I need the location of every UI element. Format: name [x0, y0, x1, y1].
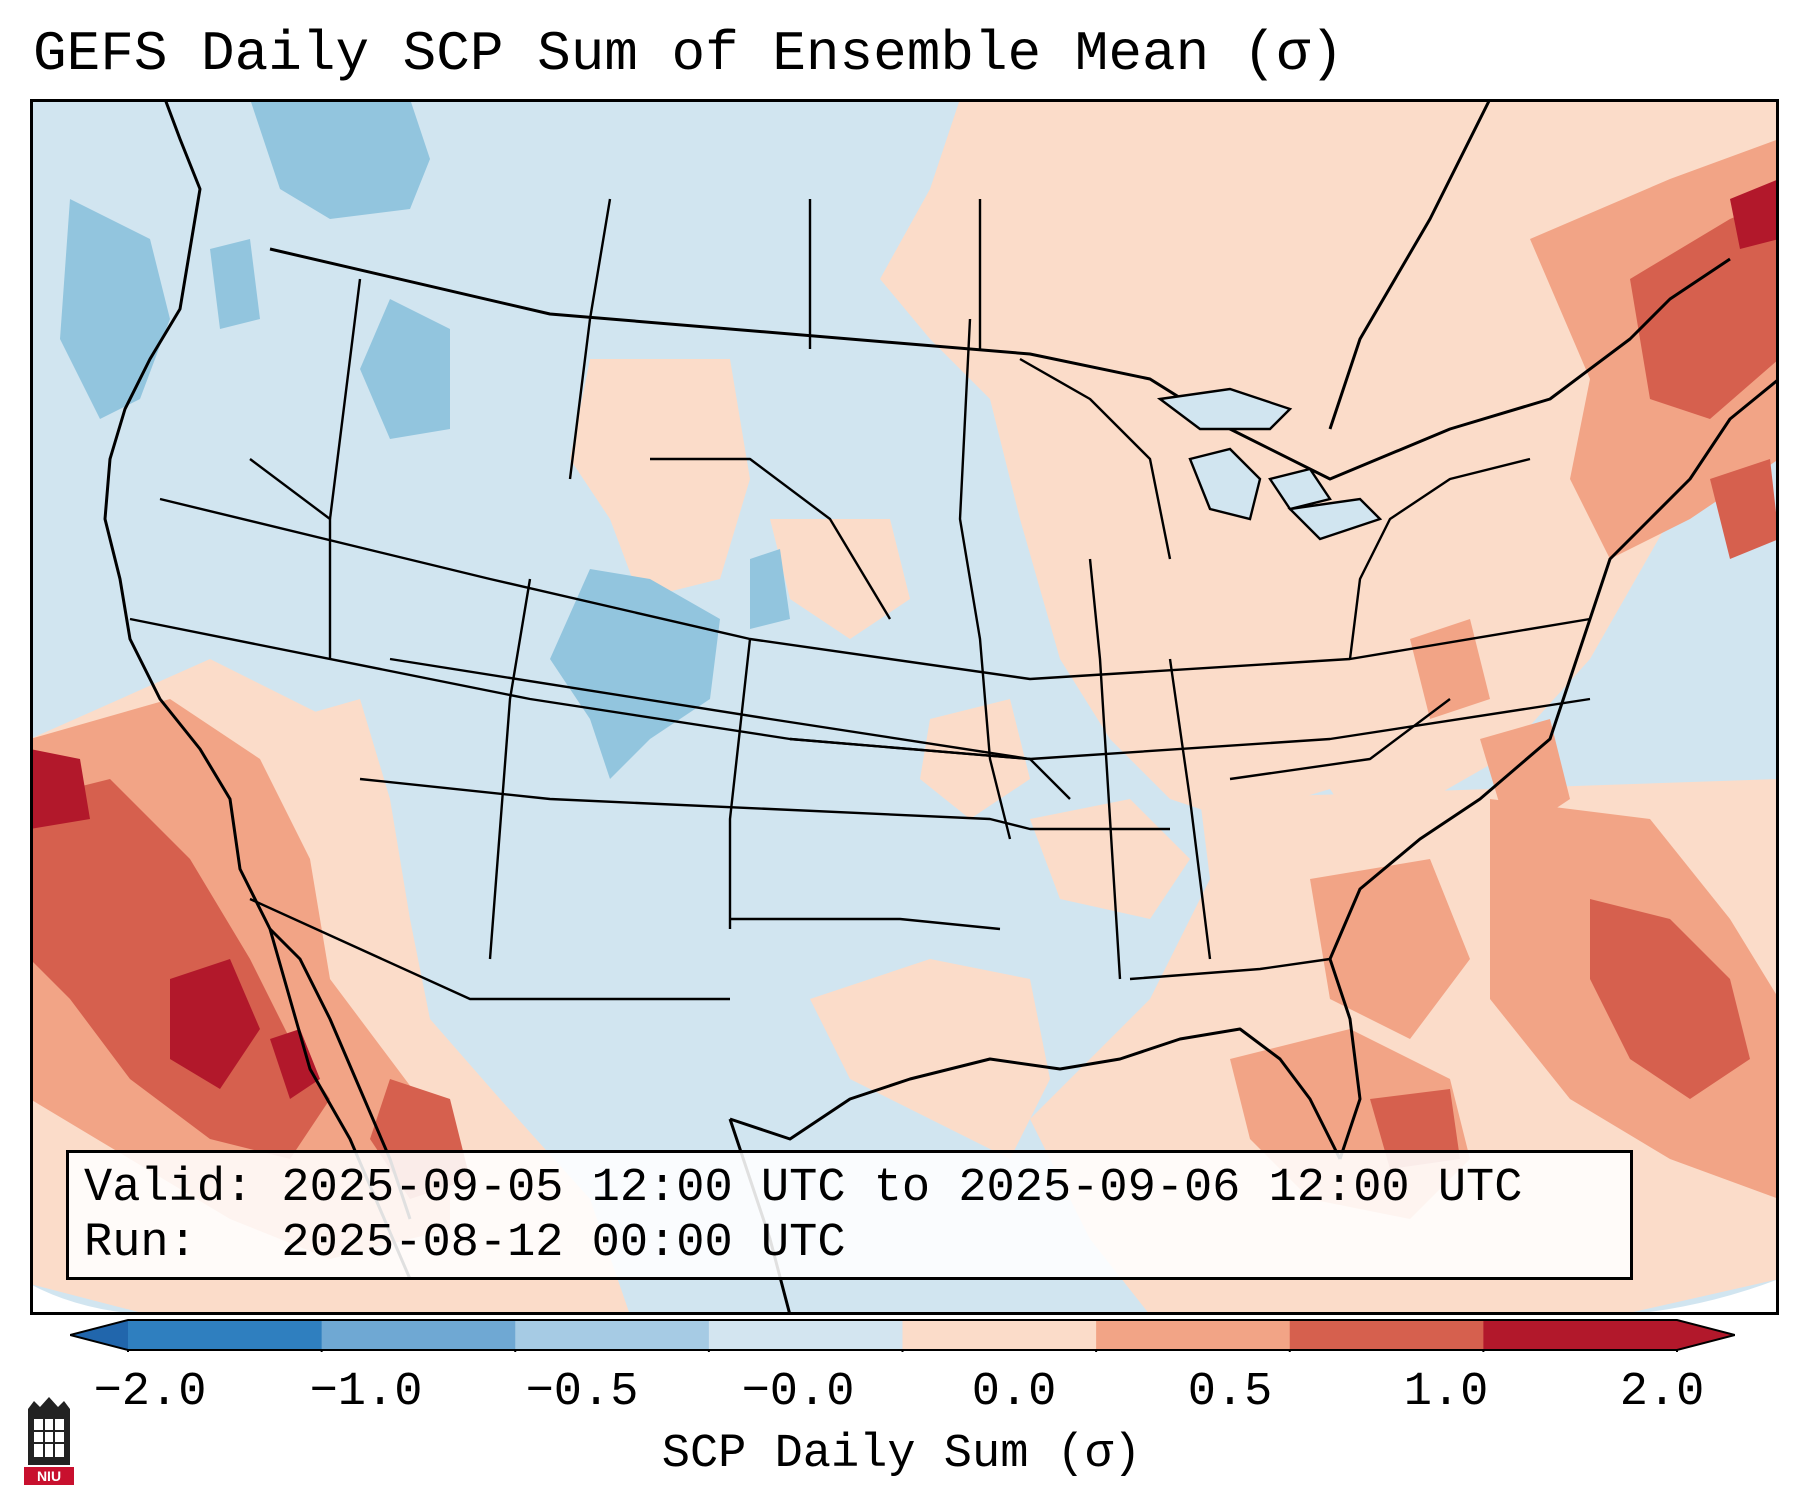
colorbar-label: SCP Daily Sum (σ)	[661, 1428, 1142, 1481]
colorbar-bin	[902, 1320, 1097, 1350]
colorbar-bin	[1096, 1320, 1291, 1350]
colorbar-tick-label: 0.0	[971, 1366, 1057, 1419]
coastlines	[103, 99, 1779, 1315]
map-canvas	[30, 99, 1779, 1315]
colorbar-bin	[1289, 1320, 1484, 1350]
chart-title: GEFS Daily SCP Sum of Ensemble Mean (σ)	[33, 22, 1344, 86]
anomaly-darkest-red	[30, 179, 1779, 1099]
state-lines	[129, 198, 1591, 1001]
colorbar-bin	[1483, 1320, 1678, 1350]
colorbar-extend-high	[1677, 1320, 1735, 1350]
colorbar-tick-label: −0.0	[741, 1366, 855, 1419]
niu-logo-icon: NIU	[24, 1397, 74, 1485]
colorbar-tick-label: −2.0	[93, 1366, 207, 1419]
colorbar-bin	[708, 1320, 903, 1350]
colorbar-bin	[321, 1320, 516, 1350]
gulf-coast	[729, 1027, 1342, 1160]
colorbar-bin	[128, 1320, 323, 1350]
colorbar-bin	[515, 1320, 710, 1350]
canada-us-border	[269, 247, 1731, 481]
map-panel	[30, 99, 1779, 1315]
niu-logo-text: NIU	[37, 1468, 61, 1484]
anomaly-light-blue	[60, 99, 790, 779]
colorbar-tick-label: 0.5	[1187, 1366, 1273, 1419]
west-coast	[103, 99, 412, 1280]
hudson-coast	[1328, 99, 1492, 430]
run-time-line: Run: 2025-08-12 00:00 UTC	[84, 1217, 846, 1270]
great-lakes	[1156, 387, 1383, 541]
colorbar-tick-label: −1.0	[309, 1366, 423, 1419]
valid-time-line: Valid: 2025-09-05 12:00 UTC to 2025-09-0…	[84, 1162, 1523, 1215]
colorbar	[70, 1319, 1735, 1352]
colorbar-tick-label: 1.0	[1403, 1366, 1489, 1419]
validity-info-box: Valid: 2025-09-05 12:00 UTC to 2025-09-0…	[66, 1150, 1633, 1280]
colorbar-tick-label: −0.5	[525, 1366, 639, 1419]
east-coast	[1328, 377, 1779, 1160]
colorbar-extend-low	[70, 1320, 128, 1350]
colorbar-tick-label: 2.0	[1619, 1366, 1705, 1419]
